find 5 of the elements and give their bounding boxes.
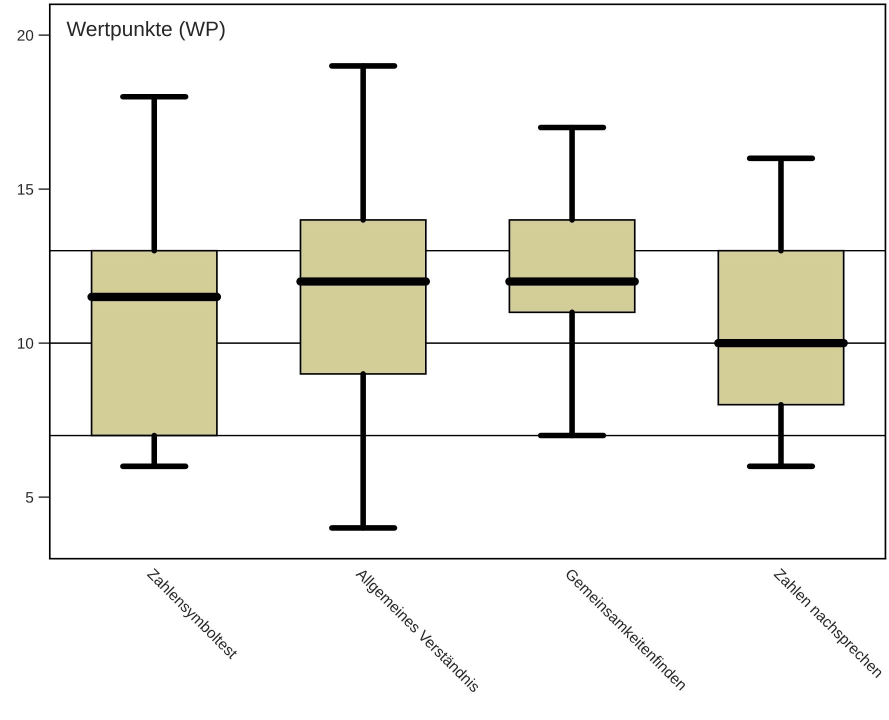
y-tick-label: 10 [18,338,34,349]
y-tick-label: 5 [26,492,34,503]
y-tick-label: 15 [18,184,34,195]
y-tick-label: 20 [18,30,34,41]
y-axis-title: Wertpunkte (WP) [66,20,225,40]
